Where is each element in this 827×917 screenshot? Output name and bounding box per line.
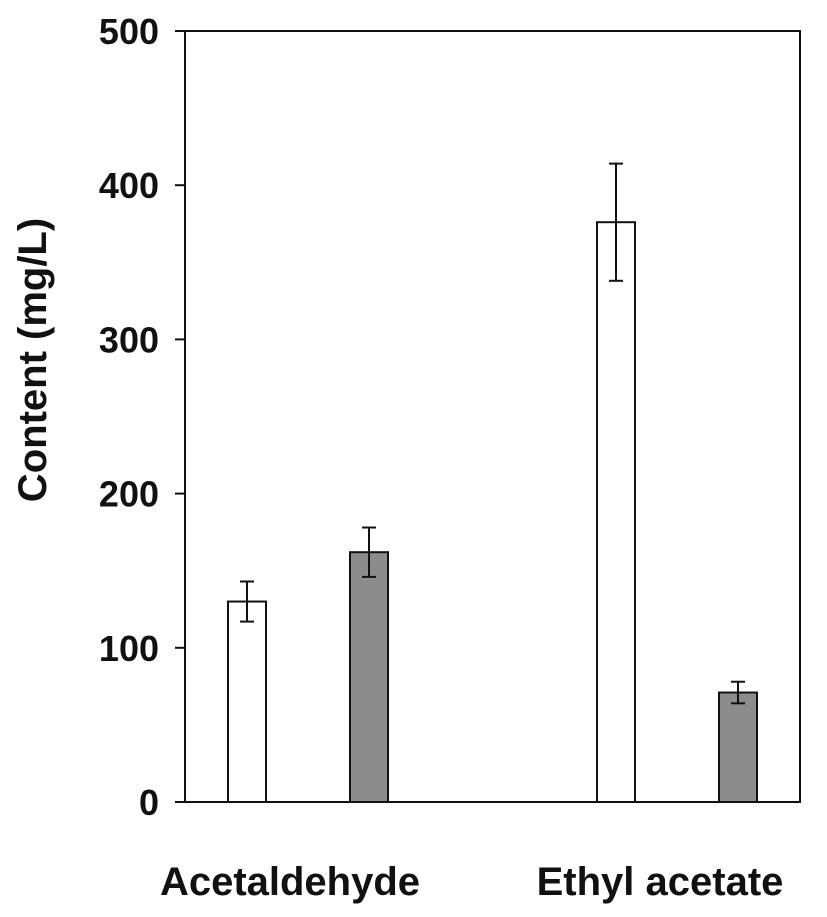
x-axis-category-labels: Acetaldehyde Ethyl acetate bbox=[160, 860, 783, 904]
y-tick-label: 300 bbox=[99, 319, 159, 360]
y-tick-label: 200 bbox=[99, 474, 159, 515]
y-axis-ticks: 0 100 200 300 400 500 bbox=[99, 11, 185, 823]
bar bbox=[227, 600, 267, 803]
bars bbox=[227, 162, 758, 804]
plot-area bbox=[184, 30, 801, 803]
y-tick-label: 500 bbox=[99, 11, 159, 52]
y-tick-label: 100 bbox=[99, 628, 159, 669]
x-category-label: Acetaldehyde bbox=[160, 860, 420, 904]
bar bbox=[718, 691, 758, 804]
y-tick-label: 400 bbox=[99, 165, 159, 206]
bar bbox=[349, 551, 389, 803]
y-axis-label: Content (mg/L) bbox=[11, 218, 55, 502]
x-category-label: Ethyl acetate bbox=[537, 860, 784, 904]
y-tick-label: 0 bbox=[139, 782, 159, 823]
bar bbox=[596, 221, 636, 803]
